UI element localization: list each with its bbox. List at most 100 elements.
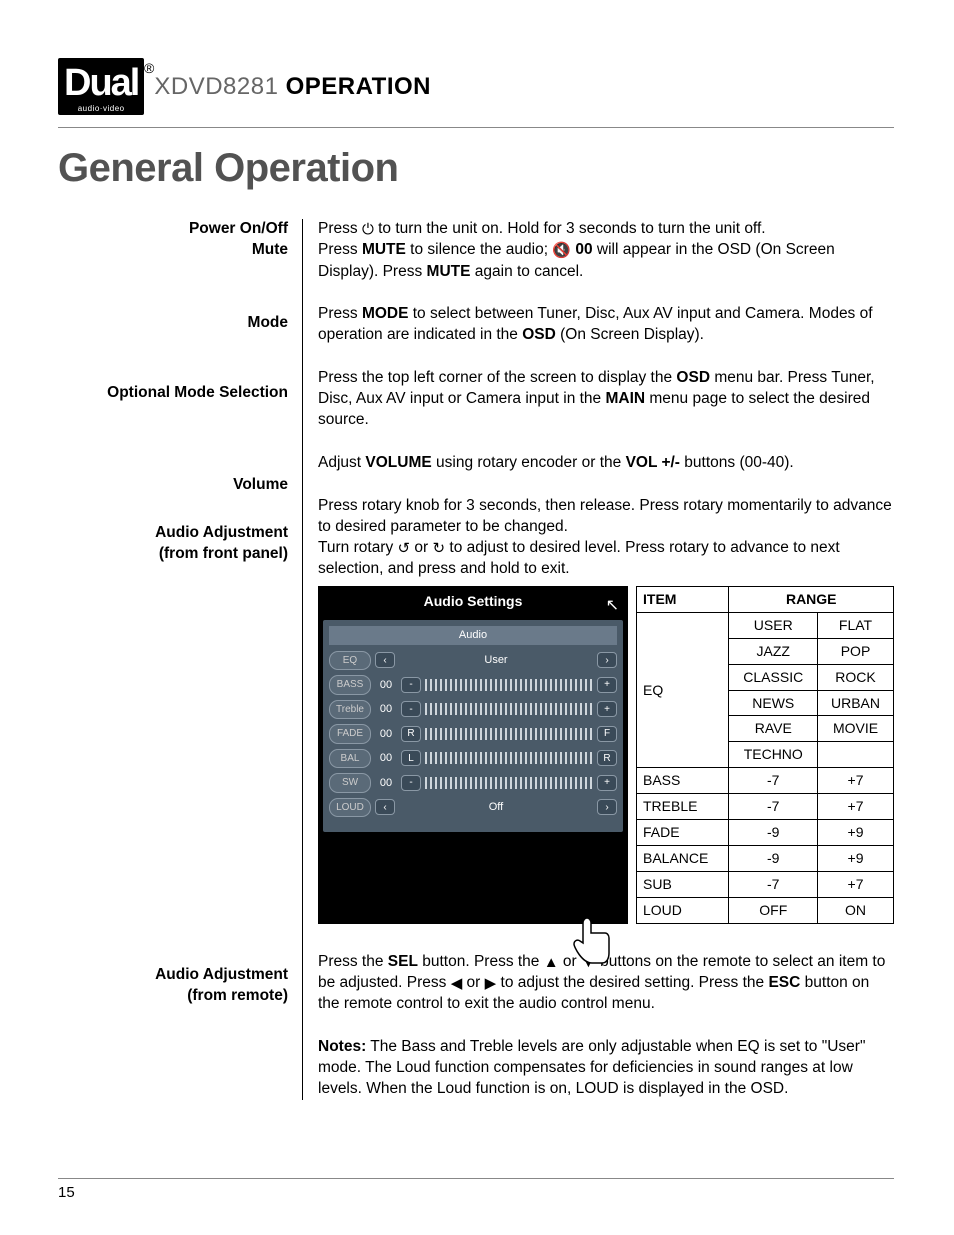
footer-rule bbox=[58, 1178, 894, 1179]
label-volume: Volume bbox=[58, 475, 288, 496]
eq-val bbox=[818, 742, 894, 768]
osd-minus: - bbox=[401, 775, 421, 791]
ar-t1e: or bbox=[462, 974, 484, 991]
logo-text: Dual bbox=[64, 62, 138, 104]
label-power: Power On/Off bbox=[58, 219, 288, 240]
af-t2b: or bbox=[410, 539, 432, 556]
power-block: Press ⏻ to turn the unit on. Hold for 3 … bbox=[318, 219, 894, 282]
vol-t3: buttons (00-40). bbox=[680, 454, 794, 471]
vol-t1: Adjust bbox=[318, 454, 365, 471]
opt-main: MAIN bbox=[605, 390, 645, 407]
osd-label: BASS bbox=[329, 675, 371, 695]
audio-settings-osd: Audio Settings Audio EQ‹User›BASS00-+Tre… bbox=[318, 586, 628, 924]
ccw-icon: ↺ bbox=[398, 540, 411, 557]
eq-val: ROCK bbox=[818, 664, 894, 690]
vertical-divider bbox=[298, 219, 310, 1100]
cw-icon: ↻ bbox=[433, 540, 446, 557]
range-min: OFF bbox=[729, 897, 818, 923]
osd-and-table: Audio Settings Audio EQ‹User›BASS00-+Tre… bbox=[318, 586, 894, 924]
eq-val: RAVE bbox=[729, 716, 818, 742]
opt-t1: Press the top left corner of the screen … bbox=[318, 369, 676, 386]
osd-value: User bbox=[399, 653, 593, 668]
ar-t1a: Press the bbox=[318, 953, 388, 970]
range-row: SUB-7+7 bbox=[637, 871, 894, 897]
osd-label: SW bbox=[329, 773, 371, 793]
osd-left-arrow: ‹ bbox=[375, 652, 395, 668]
osd-bar bbox=[425, 679, 593, 691]
osd-right-arrow: › bbox=[597, 652, 617, 668]
osd-left-arrow: ‹ bbox=[375, 799, 395, 815]
range-max: +7 bbox=[818, 871, 894, 897]
eq-val: MOVIE bbox=[818, 716, 894, 742]
eq-val: TECHNO bbox=[729, 742, 818, 768]
label-audio-remote-2: (from remote) bbox=[58, 986, 288, 1007]
notes-text: The Bass and Treble levels are only adju… bbox=[318, 1038, 865, 1097]
label-audio-front-2: (from front panel) bbox=[58, 544, 288, 565]
content-grid: Power On/Off Mute Mode Optional Mode Sel… bbox=[58, 219, 894, 1100]
opt-osd: OSD bbox=[676, 369, 710, 386]
optional-block: Press the top left corner of the screen … bbox=[318, 368, 894, 431]
label-mode: Mode bbox=[58, 313, 288, 334]
osd-label: FADE bbox=[329, 724, 371, 744]
brand-logo: Dual audio·video ® bbox=[58, 58, 144, 115]
range-row: LOUDOFFON bbox=[637, 897, 894, 923]
header-rule bbox=[58, 127, 894, 128]
eq-val: URBAN bbox=[818, 690, 894, 716]
osd-bar bbox=[425, 777, 593, 789]
label-audio-remote-1: Audio Adjustment bbox=[58, 965, 288, 986]
range-min: -9 bbox=[729, 845, 818, 871]
range-max: +9 bbox=[818, 845, 894, 871]
range-row: TREBLE-7+7 bbox=[637, 794, 894, 820]
label-audio-front-1: Audio Adjustment bbox=[58, 523, 288, 544]
range-max: +9 bbox=[818, 819, 894, 845]
mode-osd: OSD bbox=[522, 326, 556, 343]
mode-block: Press MODE to select between Tuner, Disc… bbox=[318, 304, 894, 346]
eq-val: USER bbox=[729, 612, 818, 638]
power-text-1b: to turn the unit on. Hold for 3 seconds … bbox=[374, 220, 766, 237]
osd-row-treble: Treble00-+ bbox=[329, 700, 617, 720]
page-header: Dual audio·video ® XDVD8281 OPERATION bbox=[58, 58, 894, 115]
eq-val: POP bbox=[818, 638, 894, 664]
range-min: -7 bbox=[729, 871, 818, 897]
header-title: XDVD8281 OPERATION bbox=[154, 73, 431, 101]
range-item: SUB bbox=[637, 871, 729, 897]
osd-bar bbox=[425, 728, 593, 740]
audio-front-block: Press rotary knob for 3 seconds, then re… bbox=[318, 496, 894, 924]
osd-row-fade: FADE00RF bbox=[329, 724, 617, 744]
range-item: TREBLE bbox=[637, 794, 729, 820]
page-title: General Operation bbox=[58, 146, 894, 191]
range-min: -7 bbox=[729, 794, 818, 820]
mute-icon: 🔇 bbox=[552, 242, 571, 259]
osd-body: Audio EQ‹User›BASS00-+Treble00-+FADE00RF… bbox=[323, 620, 623, 832]
mute-text-2d: again to cancel. bbox=[470, 263, 583, 280]
osd-minus: L bbox=[401, 750, 421, 766]
osd-row-eq: EQ‹User› bbox=[329, 651, 617, 671]
mode-t1: Press bbox=[318, 305, 362, 322]
power-icon: ⏻ bbox=[362, 221, 374, 238]
ar-t1f: to adjust the desired setting. Press the bbox=[496, 974, 768, 991]
range-table: ITEM RANGE EQUSERFLATJAZZPOPCLASSICROCKN… bbox=[636, 586, 894, 924]
range-min: -7 bbox=[729, 768, 818, 794]
eq-row: EQUSERFLAT bbox=[637, 612, 894, 638]
osd-minus: - bbox=[401, 701, 421, 717]
mode-t3: (On Screen Display). bbox=[556, 326, 704, 343]
eq-val: FLAT bbox=[818, 612, 894, 638]
up-icon: ▲ bbox=[544, 954, 559, 971]
mode-kw: MODE bbox=[362, 305, 409, 322]
page-number: 15 bbox=[58, 1184, 75, 1201]
osd-row-bass: BASS00-+ bbox=[329, 675, 617, 695]
ar-t1b: button. Press the bbox=[418, 953, 544, 970]
range-row: BALANCE-9+9 bbox=[637, 845, 894, 871]
range-item: BASS bbox=[637, 768, 729, 794]
osd-value: 00 bbox=[375, 727, 397, 742]
osd-row-loud: LOUD‹Off› bbox=[329, 798, 617, 818]
osd-plus: R bbox=[597, 750, 617, 766]
range-item: LOUD bbox=[637, 897, 729, 923]
range-item: BALANCE bbox=[637, 845, 729, 871]
vol-kw: VOLUME bbox=[365, 454, 431, 471]
mute-osd00: 00 bbox=[571, 241, 593, 258]
osd-corner-icon: ↖ bbox=[606, 595, 619, 617]
range-max: +7 bbox=[818, 794, 894, 820]
vol-t2: using rotary encoder or the bbox=[432, 454, 626, 471]
notes-block: Notes: The Bass and Treble levels are on… bbox=[318, 1037, 894, 1100]
